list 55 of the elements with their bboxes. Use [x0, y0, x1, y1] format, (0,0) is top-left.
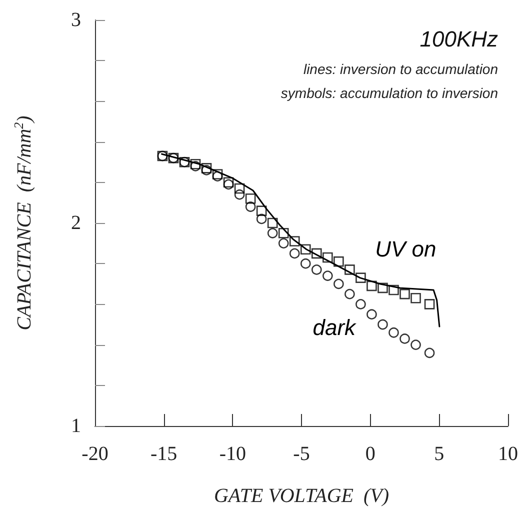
- point: [356, 272, 366, 283]
- point: [256, 214, 267, 224]
- point: [245, 202, 256, 212]
- point: [278, 228, 289, 238]
- point: [267, 228, 278, 238]
- point: [256, 206, 267, 216]
- point: [234, 189, 245, 200]
- series-label: dark: [312, 315, 357, 340]
- y-axis-title: CAPACITANCE (nF/mm2): [11, 115, 36, 330]
- point: [322, 252, 333, 263]
- annotation: symbols: accumulation to inversion: [280, 85, 498, 101]
- point: [410, 340, 421, 350]
- point: [300, 258, 311, 269]
- point: [400, 288, 410, 300]
- y-tick-label: 1: [71, 415, 81, 437]
- point: [190, 161, 201, 172]
- point: [300, 244, 311, 255]
- point: [289, 248, 300, 259]
- chart-title: 100KHz: [420, 26, 498, 52]
- series-label: UV on: [375, 236, 436, 262]
- point: [334, 278, 344, 290]
- point: [366, 280, 377, 292]
- point: [344, 264, 355, 275]
- point: [289, 236, 300, 246]
- point: [190, 158, 201, 170]
- x-tick-label: 10: [498, 443, 518, 465]
- point: [334, 256, 344, 267]
- point: [424, 348, 435, 358]
- point: [388, 284, 399, 296]
- point: [311, 248, 322, 259]
- x-tick-label: 5: [434, 443, 444, 465]
- point: [356, 299, 366, 310]
- point: [245, 193, 256, 204]
- x-axis-title: GATE VOLTAGE (V): [214, 485, 390, 507]
- x-tick-label: -10: [219, 443, 246, 465]
- point: [366, 309, 377, 320]
- point: [278, 238, 289, 248]
- point: [267, 218, 278, 228]
- point: [410, 292, 421, 304]
- point: [312, 264, 322, 275]
- y-tick-label: 3: [71, 9, 81, 31]
- point: [400, 334, 410, 344]
- point: [344, 288, 355, 300]
- point: [388, 327, 399, 338]
- annotation: lines: inversion to accumulation: [303, 61, 498, 77]
- x-tick-label: -5: [293, 443, 310, 465]
- x-tick-label: -15: [150, 443, 178, 465]
- point: [322, 270, 333, 281]
- x-tick-label: -20: [82, 443, 108, 465]
- point: [424, 299, 435, 310]
- point: [378, 319, 388, 330]
- x-tick-label: 0: [365, 443, 376, 465]
- point: [234, 183, 245, 194]
- y-tick-label: 2: [71, 212, 81, 234]
- point: [378, 282, 388, 294]
